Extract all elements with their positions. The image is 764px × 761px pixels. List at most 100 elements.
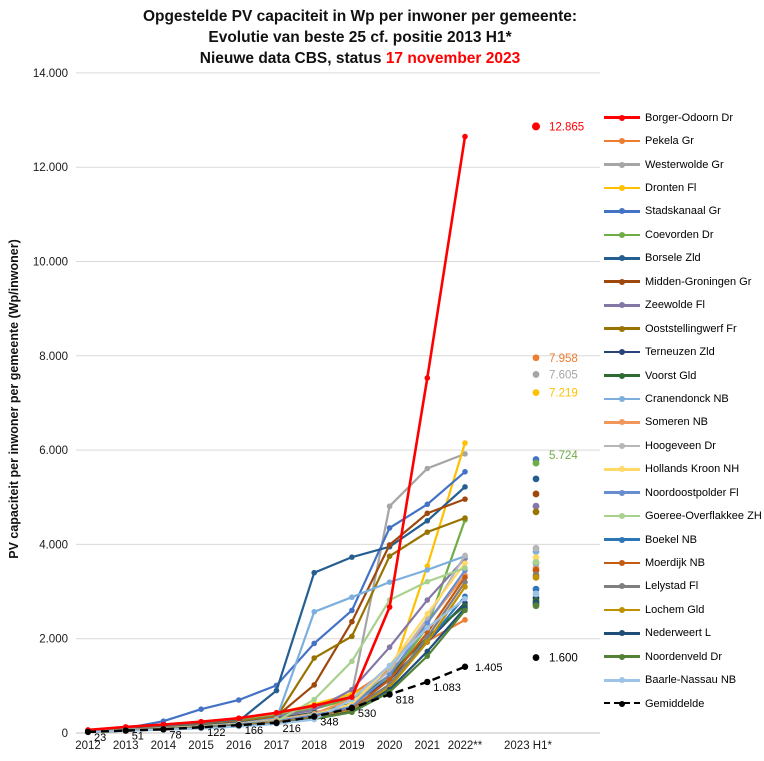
legend-marker [604,394,640,403]
legend-label: Ooststellingwerf Fr [645,322,737,335]
h1-dot-borsele-zld [532,475,540,483]
legend-item-noordenveld-dr: Noordenveld Dr [604,645,764,668]
legend-label: Midden-Groningen Gr [645,275,752,288]
legend-item-dronten-fl: Dronten Fl [604,176,764,199]
h1-dot-hollands-kroon-nh [532,554,540,562]
avg-point-label: 78 [169,729,181,741]
legend-dot-icon [619,513,625,520]
legend-label: Someren NB [645,416,708,429]
series-point [424,578,431,585]
legend-item-stadskanaal-gr: Stadskanaal Gr [604,200,764,223]
series-point [462,515,468,521]
legend-label: Cranendonck NB [645,392,729,405]
series-point [462,584,468,590]
legend-marker [604,441,640,450]
series-point [462,607,468,614]
avg-point-label: 51 [132,731,144,743]
h1-dot-noordenveld-dr [532,602,540,610]
series-point [236,715,242,721]
legend-dot-icon [619,536,625,543]
legend-dot-icon [619,114,625,121]
legend-dot-icon [619,700,625,707]
legend-item-goeree-overflakkee-zh: Goeree-Overflakkee ZH [604,504,764,527]
avg-point-label: 530 [358,708,376,720]
legend-item-cranendonck-nb: Cranendonck NB [604,387,764,410]
legend-item-nederweert-l: Nederweert L [604,622,764,645]
series-point [386,691,393,698]
legend-item-lelystad-fl: Lelystad Fl [604,575,764,598]
h1-dot-gemiddelde [532,654,540,661]
x-tick-label: 2016 [226,740,252,752]
legend-marker [604,605,640,614]
legend-dot-icon [619,255,625,262]
y-tick-label: 12.000 [33,162,68,174]
series-point [462,451,468,457]
legend-dot-icon [619,653,625,660]
avg-point-label: 23 [94,732,106,744]
legend-marker [604,512,640,521]
x-tick-label: 2013 [113,740,139,752]
series-point [349,594,355,601]
legend-marker [604,582,640,591]
legend-marker [604,465,640,474]
legend-item-voorst-gld: Voorst Gld [604,364,764,387]
legend-marker [604,254,640,263]
legend-marker [604,676,640,685]
legend-item-someren-nb: Someren NB [604,411,764,434]
h1-dot-baarle-nassau-nb [532,590,540,598]
series-point [349,633,355,640]
x-tick-label: 2015 [188,740,214,752]
avg-point-label: 166 [245,725,263,737]
series-point [424,620,431,626]
series-point [424,678,431,686]
series-point [424,567,431,573]
h1-value-label: 12.865 [549,121,584,133]
h1-dot-pekela-gr [532,354,540,362]
legend-dot-icon [619,349,625,356]
series-point [424,625,431,631]
y-tick-label: 8.000 [39,351,68,363]
h1-dot-dronten-fl [532,389,540,397]
legend-dot-icon [619,560,625,567]
legend-dot-icon [619,161,625,168]
series-point [122,727,129,734]
legend-marker [604,488,640,497]
legend-item-hoogeveen-dr: Hoogeveen Dr [604,434,764,457]
h1-value-label: 1.600 [549,653,578,665]
legend-item-coevorden-dr: Coevorden Dr [604,223,764,246]
series-point [462,496,468,502]
legend-dot-icon [619,302,625,309]
h1-dot-coevorden-dr [532,459,540,467]
y-tick-label: 6.000 [39,445,68,457]
series-point [462,579,468,585]
x-tick-label: 2019 [339,740,365,752]
series-point [160,721,167,728]
series-point [386,644,393,650]
series-point [198,718,204,725]
series-point [84,728,92,736]
series-point [349,658,355,665]
legend-item-borger-odoorn-dr: Borger-Odoorn Dr [604,106,764,129]
legend-item-hollands-kroon-nh: Hollands Kroon NH [604,458,764,481]
legend-dot-icon [619,677,625,684]
legend-marker [604,137,640,146]
legend-marker [604,348,640,357]
y-tick-label: 0 [62,728,68,740]
series-point [462,468,468,475]
legend-item-lochem-gld: Lochem Gld [604,598,764,621]
h1-dot-zeewolde-fl [532,502,540,510]
avg-point-label: 348 [320,717,338,729]
x-tick-label: 2022** [448,740,483,752]
avg-point-label: 122 [207,727,225,739]
series-point [462,595,468,602]
series-point [273,687,280,694]
legend-label: Hollands Kroon NH [645,463,740,476]
y-tick-label: 10.000 [33,257,68,269]
legend-marker [604,418,640,427]
legend-label: Hoogeveen Dr [645,439,716,452]
legend-dot-icon [619,466,625,473]
legend-label: Noordenveld Dr [645,650,723,663]
series-point [348,704,356,712]
h1-dot-westerwolde-gr [532,371,540,378]
